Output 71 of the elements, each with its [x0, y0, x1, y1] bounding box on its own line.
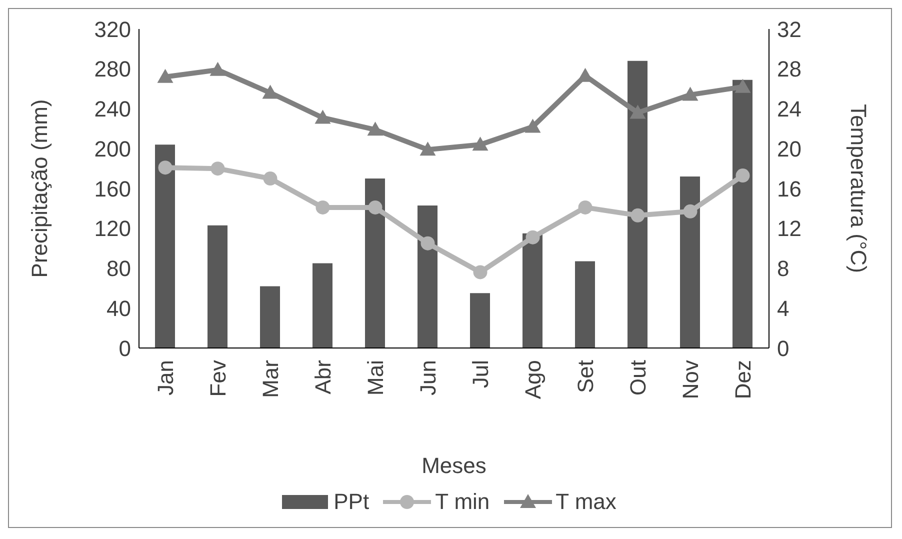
point — [472, 136, 488, 151]
point — [683, 204, 698, 218]
y2-tick-label: 0 — [777, 336, 790, 361]
y2-tick-label: 32 — [777, 16, 802, 42]
point — [630, 208, 645, 222]
bar — [470, 293, 490, 348]
x-tick-label: Mai — [362, 360, 388, 396]
bar — [312, 263, 332, 348]
point — [420, 236, 435, 250]
y2-tick-label: 4 — [777, 296, 790, 321]
point — [630, 104, 646, 119]
y-tick-label: 280 — [94, 56, 131, 82]
x-tick-label: Mar — [258, 360, 283, 398]
point — [578, 200, 592, 214]
y2-tick-label: 28 — [777, 56, 802, 82]
point — [524, 118, 541, 133]
y-tick-label: 240 — [94, 96, 131, 122]
point — [314, 110, 331, 124]
y-axis-title: Precipitação (mm) — [26, 99, 52, 278]
point — [367, 122, 384, 136]
bar — [522, 233, 542, 348]
y2-axis-title: Temperatura (°C) — [846, 104, 872, 273]
bar — [680, 176, 700, 348]
point — [368, 200, 382, 214]
x-tick-label: Fev — [205, 360, 230, 397]
x-tick-label: Ago — [520, 360, 546, 400]
legend-label: T max — [556, 489, 616, 515]
bar — [155, 144, 175, 348]
x-tick-label: Nov — [678, 360, 703, 400]
y2-tick-label: 20 — [777, 136, 802, 162]
bar — [418, 205, 438, 348]
y-tick-label: 0 — [118, 336, 131, 361]
point — [316, 200, 330, 214]
x-axis-title: Meses — [422, 453, 486, 478]
x-tick-label: Dez — [730, 360, 756, 400]
y2-tick-label: 8 — [777, 256, 790, 282]
point — [473, 265, 488, 280]
point — [420, 142, 436, 156]
point — [682, 86, 698, 101]
bar — [628, 60, 648, 348]
bar — [732, 80, 752, 348]
y-tick-label: 160 — [94, 176, 131, 202]
y-tick-label: 40 — [106, 296, 131, 321]
y2-tick-label: 16 — [777, 176, 802, 202]
x-tick-label: Jan — [152, 360, 178, 396]
point — [526, 230, 540, 244]
y-tick-label: 80 — [106, 256, 131, 282]
point — [157, 68, 174, 83]
bar — [365, 178, 385, 348]
x-tick-label: Set — [572, 360, 598, 394]
y-tick-label: 200 — [94, 136, 131, 162]
point — [734, 78, 751, 93]
bar — [575, 261, 595, 348]
legend-label: T min — [435, 489, 490, 515]
y2-tick-label: 24 — [777, 96, 802, 122]
x-tick-label: Abr — [310, 360, 336, 394]
point — [736, 168, 750, 183]
bar — [260, 286, 280, 348]
y-tick-label: 120 — [94, 216, 131, 242]
point — [210, 162, 225, 176]
x-tick-label: Jul — [468, 360, 493, 388]
x-tick-label: Jun — [415, 360, 440, 396]
x-tick-label: Out — [625, 360, 650, 396]
bar — [208, 225, 228, 348]
point — [263, 172, 278, 186]
y-tick-label: 320 — [94, 16, 131, 42]
legend-label: PPt — [334, 489, 370, 515]
point — [210, 62, 226, 76]
point — [158, 160, 172, 175]
point — [262, 84, 278, 99]
y2-tick-label: 12 — [777, 216, 802, 242]
